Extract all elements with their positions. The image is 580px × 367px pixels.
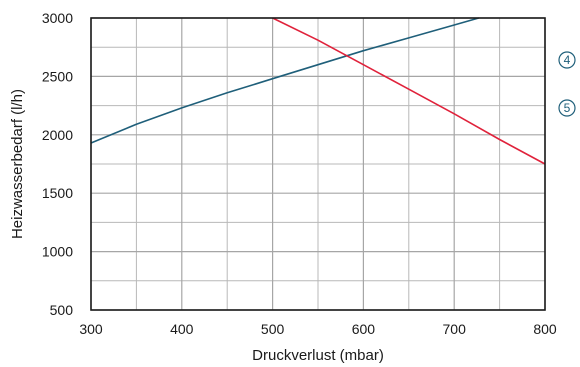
y-tick-label: 500 <box>50 302 74 318</box>
marker-circle-4 <box>558 51 576 69</box>
series-markers: 45 <box>558 51 576 117</box>
marker-circle-5 <box>558 99 576 117</box>
y-tick-label: 2500 <box>42 68 73 84</box>
marker-label-4: 4 <box>564 53 571 67</box>
y-tick-label: 2000 <box>42 127 73 143</box>
plot-frame <box>90 17 546 311</box>
x-tick-label: 300 <box>79 321 103 337</box>
marker-label-5: 5 <box>564 101 571 115</box>
x-tick-label: 400 <box>170 321 194 337</box>
x-tick-label: 500 <box>261 321 285 337</box>
series-layer <box>90 17 546 165</box>
y-tick-label: 1500 <box>42 185 73 201</box>
x-tick-label: 600 <box>352 321 376 337</box>
y-tick-label: 1000 <box>42 244 73 260</box>
x-axis-ticks: 300 400 500 600 700 800 <box>79 321 557 337</box>
series-line-2 <box>272 17 546 165</box>
y-axis-title: Heizwasserbedarf (l/h) <box>9 89 26 239</box>
grid-minor <box>91 18 545 310</box>
x-axis-title: Druckverlust (mbar) <box>252 347 384 364</box>
y-tick-label: 3000 <box>42 10 73 26</box>
x-tick-label: 700 <box>443 321 467 337</box>
x-tick-label: 800 <box>533 321 557 337</box>
series-line-1 <box>90 17 479 144</box>
y-axis-ticks: 500 1000 1500 2000 2500 3000 <box>42 10 73 318</box>
